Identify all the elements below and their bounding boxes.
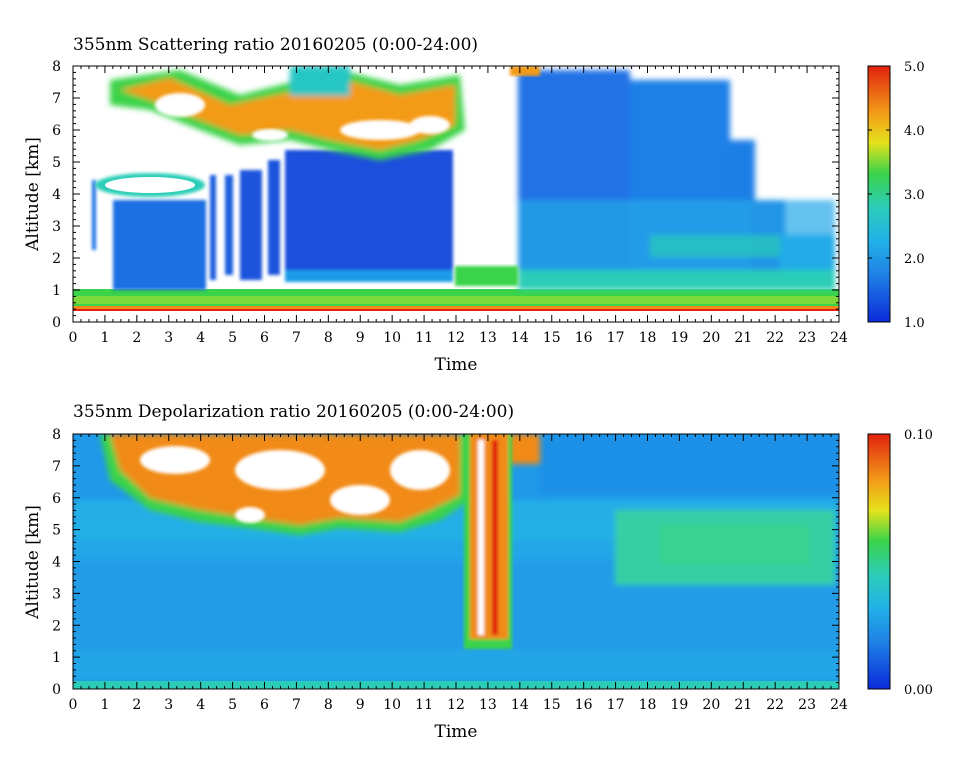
chart-1-colorbar-label: 3.0 <box>904 188 925 203</box>
chart-1-y-tick-label: 6 <box>52 123 61 139</box>
chart-2-x-axis-label: Time <box>435 722 478 742</box>
chart-1-region-gap-low <box>455 266 518 286</box>
chart-1-x-axis-label: Time <box>435 355 478 375</box>
chart-2-x-tick-label: 7 <box>292 697 301 713</box>
chart-2-x-tick-label: 11 <box>415 697 433 713</box>
chart-1-x-tick-label: 11 <box>415 330 433 346</box>
chart-1-x-tick-label: 3 <box>164 330 173 346</box>
chart-1-title: 355nm Scattering ratio 20160205 (0:00-24… <box>73 35 478 55</box>
chart-1-x-tick-label: 21 <box>734 330 752 346</box>
chart-1-y-tick-label: 8 <box>52 59 61 75</box>
chart-2-y-axis-label: Altitude [km] <box>23 505 43 620</box>
chart-1-x-tick-label: 2 <box>132 330 141 346</box>
chart-2-title: 355nm Depolarization ratio 20160205 (0:0… <box>73 402 514 422</box>
chart-2-x-tick-label: 12 <box>447 697 465 713</box>
chart-1-region-surface-band <box>73 306 839 309</box>
chart-2-x-tick-label: 1 <box>100 697 109 713</box>
chart-1-x-tick-label: 13 <box>479 330 497 346</box>
chart-1-x-tick-label: 23 <box>798 330 816 346</box>
chart-2-y-tick-label: 3 <box>52 586 61 602</box>
chart-2-y-tick-label: 2 <box>52 618 61 634</box>
chart-2-x-tick-label: 16 <box>575 697 593 713</box>
chart-1-y-tick-label: 3 <box>52 219 61 235</box>
chart-1-y-tick-label: 4 <box>52 187 61 203</box>
chart-2-plot-area <box>73 434 839 689</box>
chart-1-x-tick-label: 5 <box>228 330 237 346</box>
chart-1-x-tick-label: 17 <box>607 330 625 346</box>
chart-1-x-tick-label: 9 <box>356 330 365 346</box>
chart-1-plot-area <box>73 66 839 322</box>
chart-2-x-tick-label: 13 <box>479 697 497 713</box>
chart-2-x-tick-label: 20 <box>702 697 720 713</box>
chart-1-region-aerosol-main <box>285 150 453 278</box>
chart-1-x-tick-label: 14 <box>511 330 529 346</box>
chart-2-y-tick-label: 6 <box>52 491 61 507</box>
chart-1-x-tick-label: 20 <box>702 330 720 346</box>
chart-1-x-tick-label: 4 <box>196 330 205 346</box>
chart-2-colorbar-label: 0.10 <box>904 428 933 443</box>
chart-1-x-tick-label: 7 <box>292 330 301 346</box>
chart-1-x-tick-label: 16 <box>575 330 593 346</box>
chart-1-y-tick-label: 5 <box>52 155 61 171</box>
chart-1-x-tick-label: 8 <box>324 330 333 346</box>
chart-2-colorbar <box>867 433 891 690</box>
chart-1-x-tick-label: 1 <box>100 330 109 346</box>
chart-1-x-tick-label: 24 <box>830 330 848 346</box>
chart-1-x-tick-label: 10 <box>383 330 401 346</box>
chart-2-x-tick-label: 8 <box>324 697 333 713</box>
chart-2-x-tick-label: 0 <box>69 697 78 713</box>
chart-2-x-tick-label: 9 <box>356 697 365 713</box>
chart-2-y-tick-label: 1 <box>52 650 61 666</box>
chart-1-x-tick-label: 12 <box>447 330 465 346</box>
chart-2-x-tick-label: 15 <box>543 697 561 713</box>
chart-2-y-tick-label: 4 <box>52 555 61 571</box>
chart-1-x-tick-label: 18 <box>639 330 657 346</box>
chart-2-x-tick-label: 22 <box>766 697 784 713</box>
chart-1-colorbar-label: 2.0 <box>904 252 925 267</box>
chart-1-colorbar-label: 1.0 <box>904 316 925 331</box>
chart-1-region-aerosol-left <box>113 200 206 290</box>
chart-2-x-tick-label: 23 <box>798 697 816 713</box>
chart-2-x-tick-label: 2 <box>132 697 141 713</box>
chart-1-y-tick-label: 7 <box>52 91 61 107</box>
chart-2-y-tick-label: 5 <box>52 523 61 539</box>
chart-2-x-tick-label: 24 <box>830 697 848 713</box>
chart-2-y-tick-label: 7 <box>52 459 61 475</box>
chart-2-x-tick-label: 17 <box>607 697 625 713</box>
chart-1-x-tick-label: 6 <box>260 330 269 346</box>
chart-2-colorbar-label: 0.00 <box>904 683 933 698</box>
chart-1-y-axis-label: Altitude [km] <box>23 137 43 252</box>
chart-2-x-tick-label: 18 <box>639 697 657 713</box>
chart-1-x-tick-label: 19 <box>671 330 689 346</box>
chart-1-colorbar-label: 4.0 <box>904 124 925 139</box>
chart-2-y-tick-label: 0 <box>52 682 61 698</box>
chart-1-colorbar-label: 5.0 <box>904 60 925 75</box>
chart-1-x-tick-label: 22 <box>766 330 784 346</box>
chart-2-x-tick-label: 21 <box>734 697 752 713</box>
chart-1-x-tick-label: 0 <box>69 330 78 346</box>
chart-1-y-tick-label: 1 <box>52 283 61 299</box>
chart-2-y-tick-label: 8 <box>52 427 61 443</box>
chart-2-x-tick-label: 3 <box>164 697 173 713</box>
chart-1-y-tick-label: 2 <box>52 251 61 267</box>
chart-2-x-tick-label: 5 <box>228 697 237 713</box>
chart-2-x-tick-label: 14 <box>511 697 529 713</box>
chart-2-x-tick-label: 4 <box>196 697 205 713</box>
chart-2-x-tick-label: 6 <box>260 697 269 713</box>
chart-2-x-tick-label: 10 <box>383 697 401 713</box>
chart-1-x-tick-label: 15 <box>543 330 561 346</box>
chart-2-x-tick-label: 19 <box>671 697 689 713</box>
chart-1-y-tick-label: 0 <box>52 315 61 331</box>
